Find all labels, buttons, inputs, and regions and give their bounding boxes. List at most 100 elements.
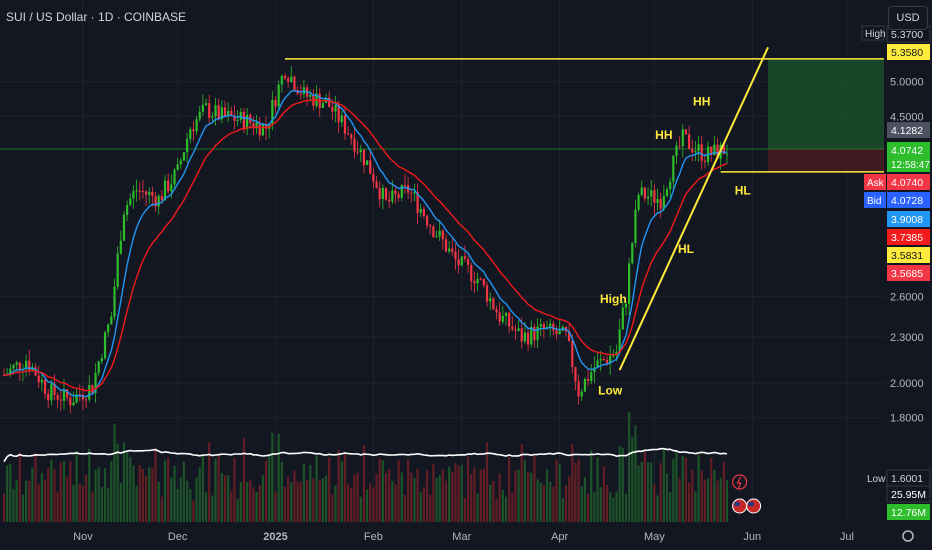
candle-body — [110, 316, 113, 325]
volume-bar — [157, 481, 160, 522]
volume-bar — [492, 480, 495, 522]
time-axis[interactable]: Nov Dec 2025 Feb Mar Apr May Jun Jul — [0, 522, 932, 550]
volume-bar — [631, 436, 634, 522]
volume-bar — [678, 478, 681, 522]
position-zones — [0, 58, 884, 172]
volume-bar — [167, 457, 170, 522]
volume-bar — [694, 491, 697, 522]
candle-body — [252, 122, 255, 129]
candle-body — [583, 378, 587, 392]
volume-bar — [347, 484, 350, 522]
volume-bar — [416, 468, 419, 522]
volume-bar — [710, 457, 713, 522]
candle-body — [40, 379, 43, 383]
ma-slow-line — [3, 99, 728, 392]
candle-body — [539, 323, 542, 327]
volume-bar — [173, 465, 176, 522]
candle-body — [526, 332, 530, 345]
candle-body — [485, 285, 489, 302]
candle-body — [277, 84, 280, 107]
volume-bar — [700, 470, 703, 522]
candle-body — [435, 236, 438, 238]
volume-bar — [350, 487, 353, 522]
candle-body — [353, 138, 356, 152]
volume-bar — [523, 459, 527, 522]
candle-body — [182, 152, 186, 161]
volume-bar — [81, 486, 85, 522]
volume-bar — [508, 456, 511, 522]
time-tick-label: Jun — [743, 531, 761, 543]
candle-body — [356, 151, 359, 153]
volume-bar — [381, 460, 384, 522]
volume-bar — [375, 474, 378, 522]
candle-body — [242, 111, 246, 129]
volume-bar — [15, 480, 18, 522]
price-tag-text: Ask — [867, 178, 885, 189]
candle-body — [511, 326, 514, 330]
volume-bar — [236, 499, 239, 522]
volume-bar — [103, 468, 107, 522]
candle-body — [609, 355, 612, 364]
candle-body — [94, 372, 97, 393]
candle-body — [337, 105, 340, 123]
drawings — [284, 46, 884, 371]
price-label-box — [887, 229, 930, 245]
volume-bar — [204, 492, 208, 522]
candle-body — [410, 192, 413, 194]
candle-body — [681, 129, 684, 147]
volume-bar — [586, 493, 590, 522]
volume-bar — [514, 470, 517, 522]
gear-icon[interactable] — [902, 530, 914, 542]
candle-body — [72, 402, 75, 406]
candle-body — [384, 187, 388, 200]
candle-body — [678, 145, 681, 147]
price-tag-box — [864, 192, 886, 208]
currency-button[interactable]: USD — [888, 6, 928, 30]
volume-bar — [126, 452, 129, 522]
candle-body — [122, 214, 126, 241]
candle-body — [710, 146, 713, 155]
candle-body — [675, 145, 678, 156]
candle-body — [697, 144, 700, 152]
volume-bar — [719, 478, 722, 522]
candle-body — [236, 119, 239, 121]
price-axis[interactable]: 5.0000 4.5000 2.6000 2.3000 2.0000 1.8000 High… — [861, 0, 932, 550]
candle-body — [211, 116, 214, 118]
candle-body — [100, 358, 103, 362]
candle-body — [75, 394, 78, 403]
target-zone — [768, 58, 884, 149]
volume-bar — [441, 469, 444, 522]
candle-body — [66, 389, 69, 398]
volume-bar — [283, 486, 287, 522]
volume-bar — [277, 433, 280, 522]
volume-bar — [290, 482, 293, 522]
volume-bar — [24, 480, 28, 522]
annotation-label: HL — [678, 242, 694, 256]
price-label-box — [887, 142, 930, 172]
candle-body — [220, 107, 223, 120]
volume-bar — [485, 442, 489, 522]
volume-bar — [62, 460, 66, 522]
candle-body — [463, 256, 467, 259]
volume-bar — [473, 467, 476, 522]
price-tag-box — [864, 470, 886, 486]
annotation-label: High — [600, 292, 627, 306]
volume-bar — [590, 450, 593, 522]
time-tick-label: Apr — [551, 531, 568, 543]
candle-body — [160, 195, 163, 201]
volume-bar — [312, 478, 315, 522]
candle-body — [258, 122, 261, 136]
volume-bar — [72, 484, 75, 522]
volume-bar — [56, 491, 59, 522]
volume-bar — [163, 460, 167, 522]
candle-body — [321, 103, 324, 108]
candle-body — [91, 385, 94, 393]
candle-body — [59, 399, 62, 401]
candle-body — [113, 286, 116, 317]
candle-body — [227, 110, 230, 116]
candle-body — [482, 278, 485, 286]
volume-bar — [511, 492, 514, 522]
volume-bar — [100, 487, 103, 522]
candle-body — [466, 258, 470, 266]
